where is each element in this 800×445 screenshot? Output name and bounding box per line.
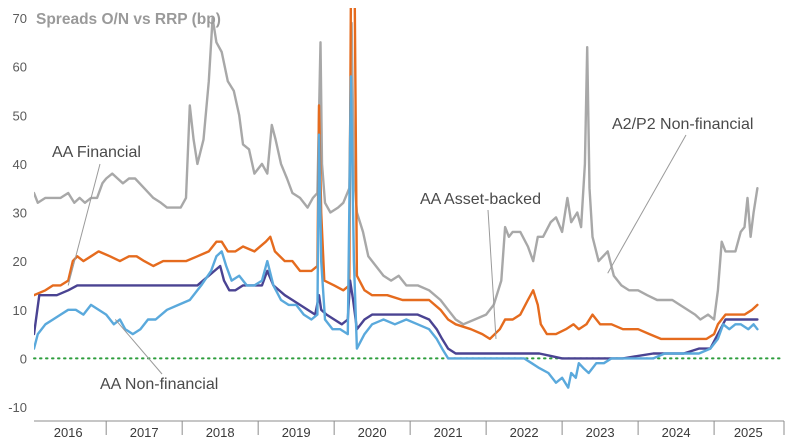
series-line-aa-non-financial (34, 75, 759, 389)
x-tick-label: 2021 (434, 425, 463, 440)
annotation-aa-asset-backed: AA Asset-backed (420, 191, 541, 208)
x-tick-label: 2018 (206, 425, 235, 440)
y-tick-label: 40 (13, 157, 27, 172)
x-tick-label: 2022 (510, 425, 539, 440)
leader-a2p2-non-financial (607, 134, 687, 274)
annotation-leaders (67, 134, 687, 375)
series-line-a2-p2-non-financial (34, 16, 759, 326)
annotation-a2p2-non-financial: A2/P2 Non-financial (612, 116, 753, 133)
annotation-aa-financial: AA Financial (52, 144, 141, 161)
y-tick-label: 70 (13, 11, 27, 26)
chart-title: Spreads O/N vs RRP (bp) (36, 11, 221, 28)
leader-aa-asset-backed (487, 209, 497, 339)
x-tick-label: 2019 (282, 425, 311, 440)
annotation-aa-non-financial: AA Non-financial (100, 376, 218, 393)
x-tick-label: 2024 (662, 425, 691, 440)
y-tick-label: 0 (20, 351, 27, 366)
y-tick-label: 20 (13, 254, 27, 269)
y-tick-label: 60 (13, 60, 27, 75)
x-tick-label: 2017 (130, 425, 159, 440)
y-tick-label: 10 (13, 303, 27, 318)
series-line-aa-financial (34, 264, 759, 360)
series-line-aa-asset-backed (34, 8, 759, 341)
leader-aa-non-financial (114, 319, 163, 375)
x-tick-label: 2016 (54, 425, 83, 440)
x-tick-label: 2020 (358, 425, 387, 440)
y-tick-label: -10 (8, 400, 27, 415)
y-tick-label: 30 (13, 206, 27, 221)
x-tick-label: 2023 (586, 425, 615, 440)
y-tick-label: 50 (13, 108, 27, 123)
leader-aa-financial (67, 163, 101, 286)
axes-layer: -10 0 10 20 30 40 50 60 70 2016 2017 2018 2019 2020 20… (8, 11, 785, 440)
series-layer (34, 8, 759, 389)
x-tick-label: 2025 (734, 425, 763, 440)
